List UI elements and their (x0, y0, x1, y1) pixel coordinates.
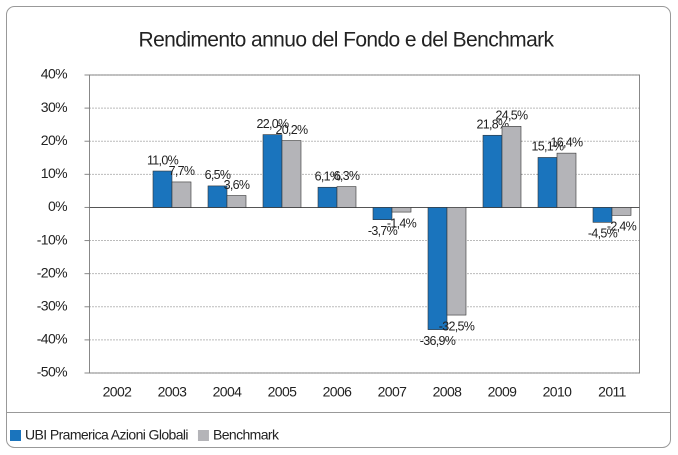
frame (6, 6, 671, 448)
x-tick-label: 2004 (213, 384, 243, 400)
value-label: 20,2% (276, 123, 309, 137)
value-label: -1,4% (387, 216, 417, 230)
x-tick-label: 2011 (598, 384, 627, 400)
y-tick-label: 30% (41, 99, 67, 115)
value-label: -3,7% (368, 224, 398, 238)
y-tick-label: -10% (37, 231, 67, 247)
y-tick-label: -50% (37, 364, 67, 380)
value-label: 11,0% (147, 153, 179, 167)
bar (537, 157, 558, 208)
value-label: 22,0% (257, 117, 290, 131)
value-label: 16,4% (551, 135, 584, 149)
legend-swatch (10, 430, 21, 441)
y-tick-label: -30% (37, 297, 67, 313)
x-tick-label: 2005 (268, 384, 298, 400)
value-label: 7,7% (169, 164, 195, 178)
y-tick-label: 40% (41, 66, 67, 82)
bar (281, 140, 302, 208)
value-label: -32,5% (439, 319, 475, 333)
bar (336, 186, 357, 208)
bar (501, 126, 522, 208)
y-tick-label: 20% (41, 132, 67, 148)
value-label: 15,1% (532, 140, 565, 154)
bar (372, 207, 393, 220)
value-label: -36,9% (420, 334, 456, 348)
x-tick-label: 2009 (488, 384, 518, 400)
legend-label: UBI Pramerica Azioni Globali (25, 427, 188, 443)
plot-area (89, 74, 640, 374)
value-label: 3,6% (224, 178, 250, 192)
value-label: 6,1% (315, 170, 341, 184)
x-tick-label: 2006 (323, 384, 353, 400)
x-tick-label: 2007 (378, 384, 408, 400)
bar (446, 207, 467, 316)
y-tick-label: 0% (48, 198, 67, 214)
legend-swatch (197, 430, 209, 441)
bar (171, 181, 192, 208)
bar (226, 195, 247, 208)
x-tick-label: 2008 (433, 384, 463, 400)
y-tick-label: 10% (41, 165, 67, 181)
value-label: -2,4% (607, 220, 637, 234)
bar (611, 207, 632, 216)
bar (262, 134, 283, 208)
bar (427, 207, 448, 330)
y-tick-label: -40% (37, 331, 67, 347)
bar (391, 207, 412, 213)
legend-label: Benchmark (213, 427, 280, 443)
value-label: 24,5% (496, 109, 529, 123)
bar (556, 152, 577, 208)
value-label: 6,5% (205, 168, 231, 182)
y-tick-label: -20% (37, 264, 67, 280)
value-label: 21,8% (477, 118, 510, 132)
bar (317, 186, 338, 208)
value-label: -4,5% (588, 227, 618, 241)
value-label: 6,3% (334, 169, 360, 183)
x-tick-label: 2003 (158, 384, 188, 400)
bar (482, 134, 503, 208)
x-tick-label: 2010 (543, 384, 573, 400)
chart-title: Rendimento annuo del Fondo e del Benchma… (139, 29, 555, 52)
x-tick-label: 2002 (103, 384, 133, 400)
